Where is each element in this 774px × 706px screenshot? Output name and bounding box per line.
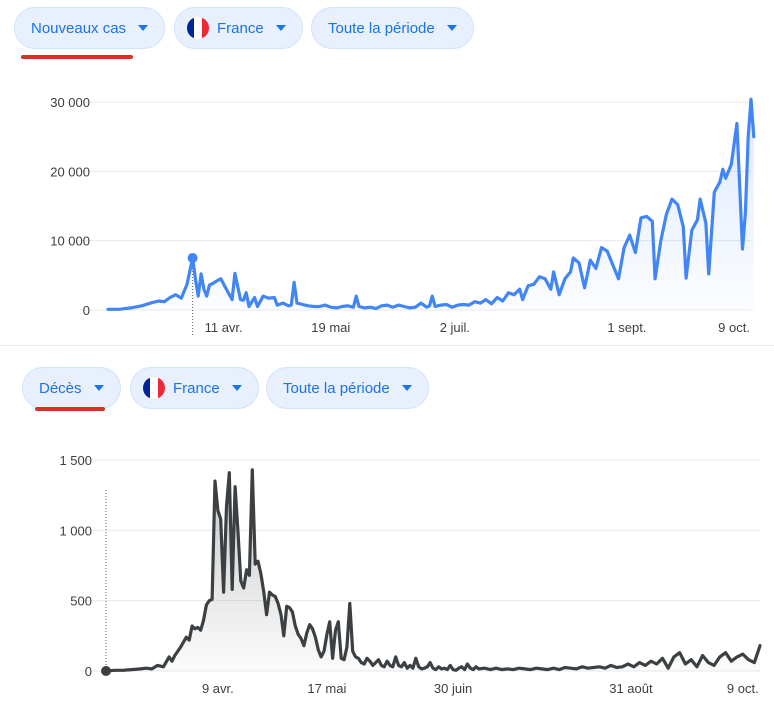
metric-dropdown-label: Décès: [39, 379, 82, 397]
series-area: [106, 469, 760, 671]
x-tick-label: 19 mai: [311, 320, 350, 335]
country-dropdown-label: France: [173, 379, 220, 397]
x-tick-label: 1 sept.: [607, 320, 646, 335]
chevron-down-icon: [275, 25, 286, 31]
cases-panel: Nouveaux cas France Toute la période 0 10…: [0, 0, 774, 345]
x-tick-label: 31 août: [609, 681, 653, 696]
series-line: [104, 468, 762, 673]
chevron-down-icon: [138, 25, 149, 31]
y-tick-label: 0: [83, 303, 90, 318]
metric-dropdown[interactable]: Nouveaux cas: [14, 7, 166, 49]
france-flag-icon: [143, 377, 165, 399]
hover-point[interactable]: [101, 666, 111, 676]
country-dropdown-label: France: [217, 19, 264, 37]
x-tick-label: 17 mai: [307, 681, 346, 696]
chevron-down-icon: [93, 385, 104, 391]
metric-dropdown-label: Nouveaux cas: [31, 19, 127, 37]
series-area: [108, 99, 754, 310]
period-dropdown-label: Toute la période: [283, 379, 390, 397]
chevron-down-icon: [231, 385, 242, 391]
x-tick-label: 9 oct.: [718, 320, 750, 335]
cases-chart[interactable]: 0 10 000 20 000 30 000 11 avr. 19 mai 2 juil. 1…: [0, 0, 774, 345]
deaths-panel: Décès France Toute la période 0 500 1 000 1…: [0, 346, 774, 706]
panel-divider: [0, 345, 774, 346]
y-tick-label: 30 000: [50, 95, 90, 110]
y-tick-label: 1 500: [59, 453, 92, 468]
chevron-down-icon: [446, 25, 457, 31]
france-flag-icon: [187, 17, 209, 39]
country-dropdown[interactable]: France: [130, 367, 259, 409]
x-tick-label: 9 oct.: [727, 681, 759, 696]
chevron-down-icon: [401, 385, 412, 391]
y-tick-label: 0: [85, 664, 92, 679]
period-dropdown[interactable]: Toute la période: [311, 7, 474, 49]
y-tick-label: 10 000: [50, 234, 90, 249]
x-tick-label: 2 juil.: [440, 320, 470, 335]
y-tick-label: 500: [70, 594, 92, 609]
x-tick-label: 11 avr.: [205, 320, 243, 335]
x-tick-label: 30 juin: [434, 681, 472, 696]
period-dropdown-label: Toute la période: [328, 19, 435, 37]
active-metric-underline: [21, 55, 133, 59]
country-dropdown[interactable]: France: [174, 7, 303, 49]
y-tick-label: 1 000: [59, 523, 92, 538]
deaths-chart[interactable]: 0 500 1 000 1 500 9 avr. 17 mai 30 juin 31 août…: [0, 346, 774, 706]
y-tick-label: 20 000: [50, 164, 90, 179]
active-metric-underline: [35, 407, 105, 411]
period-dropdown[interactable]: Toute la période: [266, 367, 429, 409]
x-tick-label: 9 avr.: [202, 681, 234, 696]
series-line: [106, 97, 756, 311]
hover-point[interactable]: [187, 253, 198, 263]
